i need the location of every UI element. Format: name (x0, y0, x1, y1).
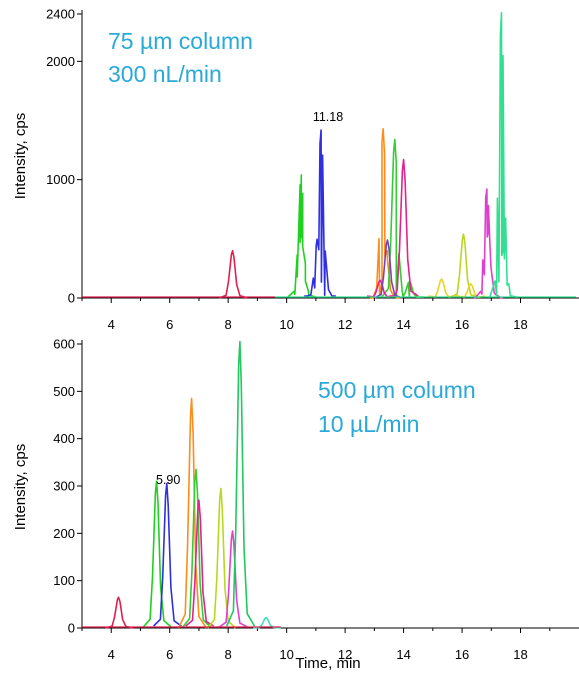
series-trace (304, 129, 336, 297)
series-trace (381, 138, 425, 298)
column-annotation: 75 µm column (108, 28, 253, 54)
x-tick-label: 10 (279, 317, 293, 332)
x-tick-label: 16 (455, 317, 469, 332)
x-tick-label: 12 (338, 647, 352, 662)
top-chromatogram-panel: 4 6 8 10 12 14 16 18 0 1000 2000 2400 Intensity, cps… (12, 7, 579, 332)
y-tick-label: 100 (53, 573, 75, 588)
y-tick-label: 0 (68, 621, 75, 636)
flow-rate-annotation: 10 µL/min (318, 411, 419, 437)
flow-rate-annotation: 300 nL/min (108, 61, 222, 87)
x-tick-label: 16 (455, 647, 469, 662)
x-tick-label: 6 (166, 647, 173, 662)
x-tick-label: 14 (396, 647, 410, 662)
y-tick-label: 1000 (46, 172, 75, 187)
y-axis-title: Intensity, cps (12, 113, 29, 199)
y-tick-label: 0 (68, 291, 75, 306)
peak-retention-label: 11.18 (313, 110, 343, 124)
x-tick-label: 12 (338, 317, 352, 332)
y-axis-title: Intensity, cps (12, 444, 29, 530)
series-trace (450, 233, 479, 298)
x-tick-label: 14 (396, 317, 410, 332)
series-trace (105, 596, 134, 629)
series-trace (185, 499, 215, 627)
y-tick-label: 2000 (46, 54, 75, 69)
column-annotation: 500 µm column (318, 377, 476, 403)
x-axis-title: Time, min (295, 655, 360, 672)
x-tick-label: 8 (225, 317, 232, 332)
series-trace (177, 397, 207, 629)
x-tick-label: 4 (108, 317, 115, 332)
series-trace (473, 188, 503, 299)
series-trace (153, 482, 182, 627)
series-trace (428, 278, 486, 299)
x-tick-label: 10 (279, 647, 293, 662)
series-trace (370, 128, 401, 299)
y-tick-label: 300 (53, 479, 75, 494)
series-trace (366, 158, 419, 298)
y-tick-label: 500 (53, 384, 75, 399)
series-trace (225, 340, 256, 627)
series-trace (207, 487, 237, 629)
x-tick-label: 8 (225, 647, 232, 662)
series-trace (142, 480, 172, 628)
series-trace (287, 174, 317, 298)
peak-retention-label: 5.90 (156, 473, 180, 487)
series-trace (218, 530, 248, 628)
series-trace (182, 468, 212, 628)
y-tick-label: 400 (53, 431, 75, 446)
series-trace (374, 239, 403, 299)
y-tick-label: 200 (53, 526, 75, 541)
y-tick-label: 600 (53, 337, 75, 352)
series-trace (219, 249, 248, 299)
series-trace (488, 12, 518, 298)
x-tick-label: 4 (108, 647, 115, 662)
y-tick-label: 2400 (46, 7, 75, 22)
x-tick-label: 18 (513, 317, 527, 332)
bottom-chromatogram-panel: 4 6 8 10 12 14 16 18 0 100 200 300 400 500 600 Intensit… (12, 337, 579, 672)
x-tick-label: 6 (166, 317, 173, 332)
x-tick-label: 18 (513, 647, 527, 662)
